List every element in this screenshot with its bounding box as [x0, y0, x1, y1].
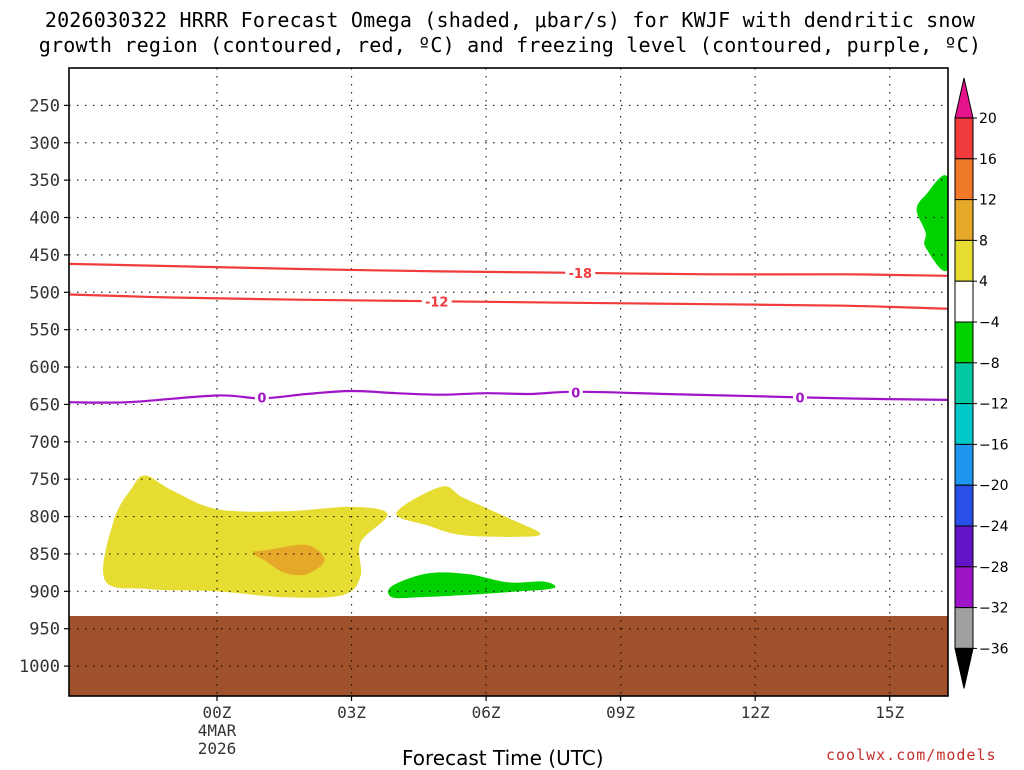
plot-frame [68, 67, 949, 697]
freezing-level-label-0: 0 [257, 392, 266, 407]
x-tick-label-12Z: 12Z [741, 703, 770, 722]
x-tick-sublabel-date: 4MAR [198, 721, 237, 740]
colorbar: 20 16 12 8 4 −4 −8 −12 −16 −20 −24 −28 −32 −36 [954, 77, 1009, 689]
colorbar-box-1 [954, 158, 974, 201]
colorbar-box-5 [954, 321, 974, 364]
isotherm-minus-12-label-0: -12 [425, 295, 449, 310]
colorbar-label-13: −36 [979, 641, 1009, 657]
omega-orange-core [252, 544, 325, 576]
omega-shading-layer [103, 175, 948, 599]
freezing-level-label-bg-1 [568, 385, 583, 400]
freezing-level-label-2: 0 [795, 392, 804, 407]
y-tick-label-700: 700 [29, 433, 60, 453]
x-tick-sublabel-year: 2026 [198, 739, 237, 758]
isotherm-minus-12-label-bg-0 [421, 294, 452, 309]
colorbar-label-8: −16 [979, 437, 1009, 453]
y-tick-label-500: 500 [29, 283, 60, 303]
y-tick-label-400: 400 [29, 209, 60, 229]
colorbar-box-0 [954, 117, 974, 160]
y-tick-label-1000: 1000 [19, 657, 60, 677]
surface-layer [69, 616, 948, 696]
y-tick-label-800: 800 [29, 508, 60, 528]
colorbar-box-12 [954, 607, 974, 649]
colorbar-label-6: −8 [979, 356, 1000, 372]
isotherm-minus-18-label-bg-0 [565, 265, 596, 280]
colorbar-box-6 [954, 362, 974, 405]
colorbar-box-11 [954, 566, 974, 609]
colorbar-box-7 [954, 403, 974, 445]
colorbar-label-0: 20 [979, 111, 997, 127]
colorbar-label-2: 12 [979, 193, 997, 209]
y-tick-label-750: 750 [29, 470, 60, 490]
y-tick-label-950: 950 [29, 620, 60, 640]
colorbar-box-3 [954, 239, 974, 282]
x-axis-label: Forecast Time (UTC) [402, 746, 604, 770]
colorbar-box-2 [954, 199, 974, 241]
colorbar-box-4 [954, 280, 974, 323]
omega-yellow-east [396, 486, 541, 537]
isotherm-minus-18-label-0: -18 [569, 267, 593, 282]
axes-layer: 250 300 350 400 450 500 550 600 650 700 750 800 850 9… [19, 67, 949, 758]
colorbar-label-3: 8 [979, 233, 988, 249]
freezing-level-label-bg-0 [254, 390, 269, 405]
chart-title-line-2: growth region (contoured, red, ºC) and f… [38, 33, 982, 57]
colorbar-label-5: −4 [979, 315, 1000, 331]
chart-title-line-1: 2026030322 HRRR Forecast Omega (shaded, … [44, 8, 976, 32]
grid-layer [69, 68, 948, 696]
y-tick-label-300: 300 [29, 134, 60, 154]
omega-green-lower [387, 572, 556, 599]
x-tick-label-03Z: 03Z [337, 703, 366, 722]
colorbar-label-4: 4 [979, 274, 988, 290]
colorbar-top-arrow [954, 77, 974, 119]
y-tick-label-600: 600 [29, 358, 60, 378]
y-tick-label-250: 250 [29, 96, 60, 116]
y-tick-label-350: 350 [29, 171, 60, 191]
y-tick-label-550: 550 [29, 321, 60, 341]
below-ground-surface [69, 616, 948, 696]
x-tick-label-09Z: 09Z [606, 703, 635, 722]
isotherm-minus-12 [69, 293, 948, 310]
colorbar-label-9: −20 [979, 478, 1009, 494]
colorbar-box-8 [954, 443, 974, 486]
contour-layer: -18 -12 0 0 0 [69, 262, 948, 407]
colorbar-label-10: −24 [979, 519, 1009, 535]
colorbar-label-1: 16 [979, 152, 997, 168]
colorbar-label-12: −32 [979, 601, 1009, 617]
omega-yellow-west [103, 475, 388, 598]
freezing-level [69, 389, 948, 404]
y-tick-label-850: 850 [29, 545, 60, 565]
x-tick-label-00Z: 00Z [203, 703, 232, 722]
y-tick-label-900: 900 [29, 582, 60, 602]
colorbar-label-7: −12 [979, 397, 1009, 413]
isotherm-minus-18 [69, 262, 948, 277]
y-tick-label-650: 650 [29, 395, 60, 415]
freezing-level-label-1: 0 [571, 386, 580, 401]
freezing-level-label-bg-2 [793, 390, 808, 405]
colorbar-box-10 [954, 525, 974, 568]
x-tick-label-06Z: 06Z [472, 703, 501, 722]
credit-text: coolwx.com/models [826, 746, 997, 764]
colorbar-box-9 [954, 484, 974, 527]
colorbar-label-11: −28 [979, 560, 1009, 576]
y-tick-label-450: 450 [29, 246, 60, 266]
x-tick-label-15Z: 15Z [875, 703, 904, 722]
omega-green-upper-right [916, 175, 948, 272]
colorbar-bottom-arrow [954, 647, 974, 689]
